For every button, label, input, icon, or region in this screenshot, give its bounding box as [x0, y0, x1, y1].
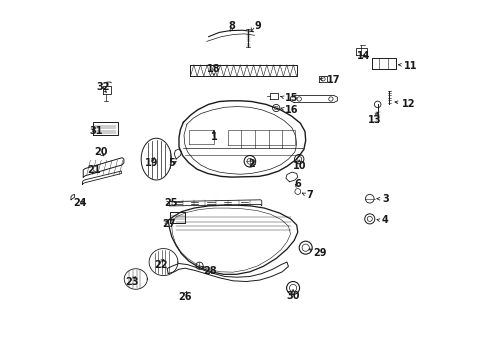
Text: 6: 6	[294, 179, 301, 189]
Text: 27: 27	[162, 219, 176, 229]
Text: 9: 9	[254, 21, 261, 31]
Circle shape	[244, 156, 255, 167]
Text: 29: 29	[313, 248, 326, 258]
Text: 3: 3	[381, 194, 388, 204]
Text: 32: 32	[97, 82, 110, 92]
Text: 12: 12	[401, 99, 415, 109]
Circle shape	[374, 101, 380, 108]
Text: 14: 14	[357, 51, 370, 61]
Text: 21: 21	[87, 165, 101, 175]
Text: 4: 4	[381, 215, 388, 225]
Circle shape	[364, 214, 374, 224]
Text: 2: 2	[248, 159, 255, 169]
Circle shape	[299, 241, 311, 254]
Text: 10: 10	[292, 161, 305, 171]
Text: 1: 1	[210, 132, 217, 142]
Text: 25: 25	[164, 198, 178, 208]
Text: 20: 20	[94, 147, 108, 157]
Circle shape	[196, 262, 203, 269]
Circle shape	[294, 154, 303, 164]
Text: 18: 18	[206, 64, 220, 74]
Circle shape	[286, 282, 299, 294]
Text: 7: 7	[306, 190, 312, 200]
Text: 15: 15	[284, 93, 298, 103]
Text: 13: 13	[367, 114, 381, 125]
Text: 5: 5	[168, 158, 175, 168]
Text: 19: 19	[144, 158, 158, 168]
Text: 11: 11	[403, 60, 416, 71]
Text: 17: 17	[326, 75, 339, 85]
Text: 30: 30	[286, 291, 299, 301]
Text: 23: 23	[125, 276, 139, 287]
Text: 28: 28	[203, 266, 216, 276]
Text: 16: 16	[284, 105, 298, 115]
Text: 24: 24	[73, 198, 86, 208]
Text: 26: 26	[178, 292, 191, 302]
Text: 31: 31	[89, 126, 102, 136]
Text: 8: 8	[228, 21, 235, 31]
Text: 22: 22	[154, 260, 167, 270]
